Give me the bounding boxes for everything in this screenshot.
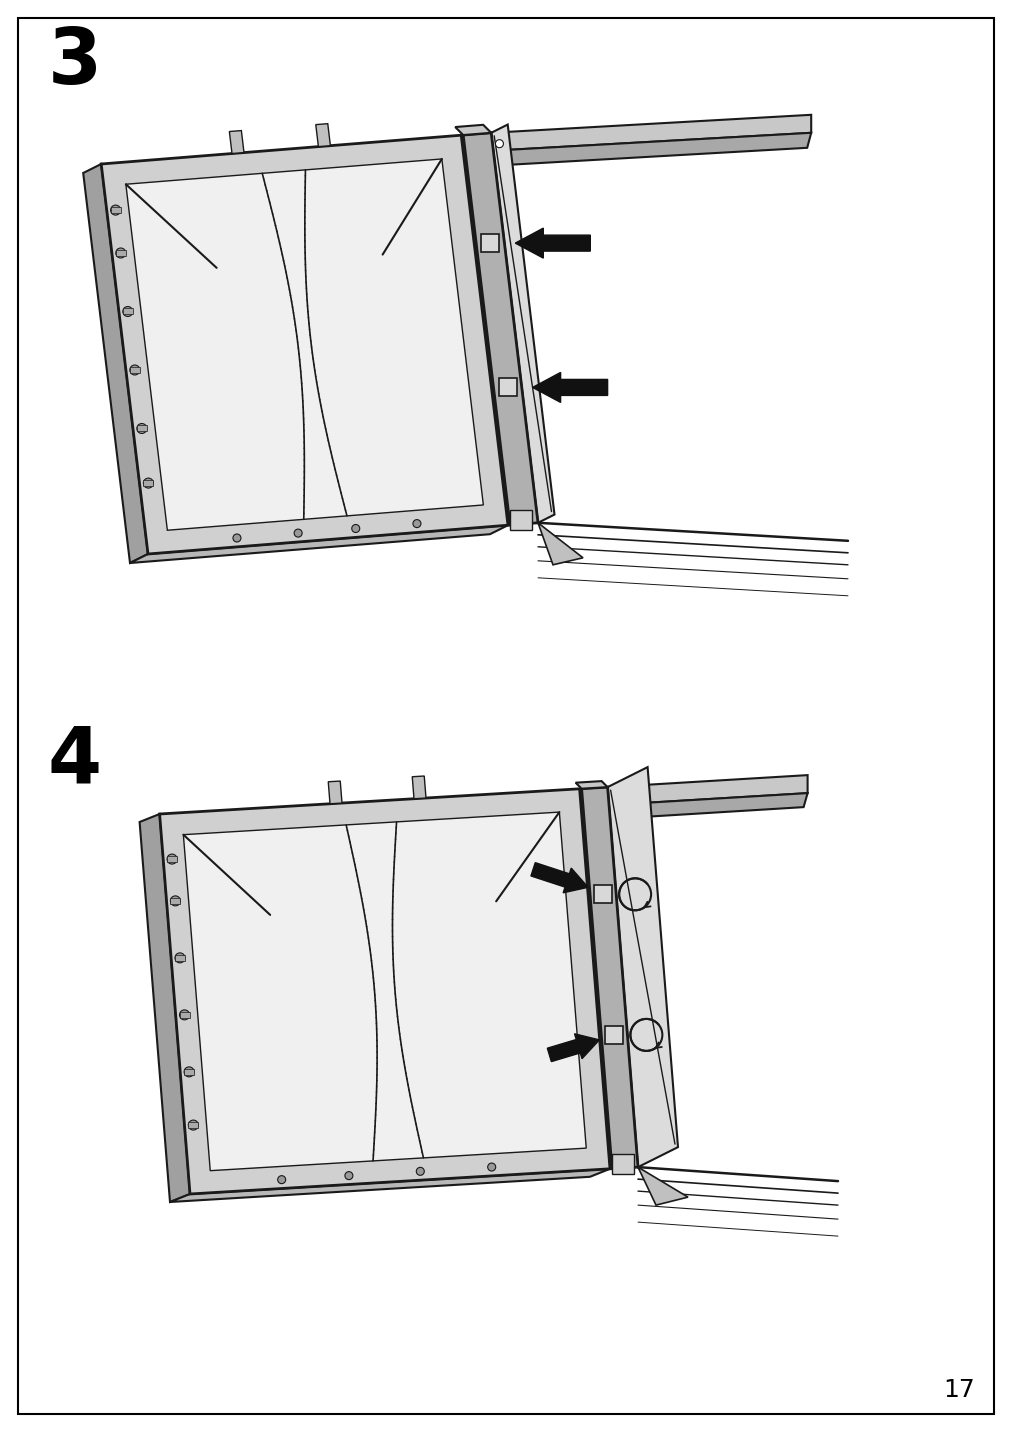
- Circle shape: [136, 424, 147, 434]
- Polygon shape: [83, 165, 148, 563]
- Circle shape: [122, 306, 132, 316]
- Circle shape: [110, 205, 120, 215]
- Polygon shape: [463, 133, 538, 526]
- Circle shape: [416, 1167, 424, 1176]
- Circle shape: [115, 248, 125, 258]
- Circle shape: [495, 140, 502, 147]
- Circle shape: [277, 1176, 285, 1184]
- Polygon shape: [315, 123, 330, 146]
- Text: 17: 17: [942, 1378, 974, 1402]
- Polygon shape: [607, 775, 807, 805]
- Circle shape: [167, 853, 177, 863]
- Circle shape: [345, 1171, 353, 1180]
- Polygon shape: [605, 1025, 623, 1044]
- Polygon shape: [122, 308, 132, 315]
- Polygon shape: [637, 1167, 687, 1206]
- Polygon shape: [607, 793, 807, 819]
- Polygon shape: [183, 812, 585, 1171]
- Circle shape: [352, 524, 359, 533]
- Circle shape: [294, 528, 302, 537]
- Circle shape: [129, 365, 140, 375]
- FancyArrow shape: [547, 1034, 599, 1061]
- FancyArrow shape: [515, 228, 589, 258]
- Polygon shape: [110, 208, 120, 213]
- Polygon shape: [184, 1068, 194, 1075]
- Text: 3: 3: [48, 24, 102, 100]
- Polygon shape: [170, 1169, 610, 1201]
- Circle shape: [179, 1010, 189, 1020]
- Polygon shape: [160, 789, 610, 1194]
- Circle shape: [144, 478, 154, 488]
- Polygon shape: [328, 780, 342, 803]
- Polygon shape: [129, 367, 140, 372]
- Polygon shape: [136, 425, 147, 431]
- Polygon shape: [607, 768, 677, 1167]
- Polygon shape: [167, 856, 177, 862]
- Polygon shape: [510, 510, 532, 530]
- Polygon shape: [481, 233, 498, 252]
- Polygon shape: [188, 1123, 198, 1128]
- Circle shape: [233, 534, 241, 541]
- Text: 4: 4: [48, 722, 102, 798]
- Polygon shape: [179, 1012, 189, 1018]
- Polygon shape: [581, 788, 637, 1169]
- Circle shape: [175, 952, 185, 962]
- Polygon shape: [229, 130, 244, 153]
- Circle shape: [184, 1067, 194, 1077]
- Polygon shape: [101, 135, 508, 554]
- Polygon shape: [411, 776, 426, 799]
- Polygon shape: [538, 523, 582, 564]
- Circle shape: [487, 1163, 495, 1171]
- Polygon shape: [593, 885, 612, 904]
- Polygon shape: [490, 125, 554, 523]
- Polygon shape: [144, 480, 154, 485]
- Polygon shape: [115, 251, 125, 256]
- Polygon shape: [129, 526, 508, 563]
- Polygon shape: [140, 813, 190, 1201]
- FancyArrow shape: [531, 862, 587, 892]
- Polygon shape: [490, 115, 811, 150]
- Polygon shape: [490, 133, 811, 166]
- Polygon shape: [498, 378, 516, 397]
- Polygon shape: [175, 955, 185, 961]
- Polygon shape: [125, 159, 483, 530]
- Polygon shape: [170, 898, 180, 904]
- Circle shape: [188, 1120, 198, 1130]
- Polygon shape: [612, 1154, 633, 1174]
- Polygon shape: [455, 125, 490, 135]
- FancyArrow shape: [532, 372, 607, 402]
- Circle shape: [412, 520, 421, 527]
- Circle shape: [170, 896, 180, 906]
- Polygon shape: [575, 780, 607, 789]
